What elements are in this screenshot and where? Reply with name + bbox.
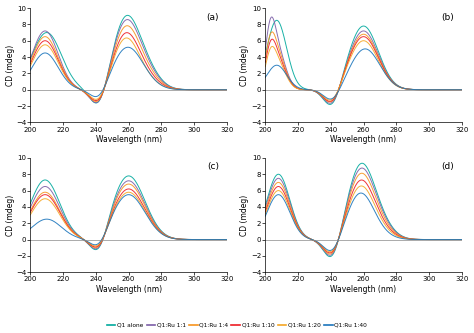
X-axis label: Wavelength (nm): Wavelength (nm) [96, 135, 162, 144]
Y-axis label: CD (mdeg): CD (mdeg) [240, 45, 249, 86]
X-axis label: Wavelength (nm): Wavelength (nm) [330, 285, 397, 294]
Text: (c): (c) [207, 163, 219, 171]
Y-axis label: CD (mdeg): CD (mdeg) [6, 45, 15, 86]
X-axis label: Wavelength (nm): Wavelength (nm) [330, 135, 397, 144]
Y-axis label: CD (mdeg): CD (mdeg) [240, 194, 249, 236]
Text: (d): (d) [441, 163, 454, 171]
Text: (b): (b) [441, 13, 454, 22]
Text: (a): (a) [207, 13, 219, 22]
Legend: Q1 alone, Q1:Ru 1:1, Q1:Ru 1:4, Q1:Ru 1:10, Q1:Ru 1:20, Q1:Ru 1:40: Q1 alone, Q1:Ru 1:1, Q1:Ru 1:4, Q1:Ru 1:… [104, 320, 370, 330]
Y-axis label: CD (mdeg): CD (mdeg) [6, 194, 15, 236]
X-axis label: Wavelength (nm): Wavelength (nm) [96, 285, 162, 294]
